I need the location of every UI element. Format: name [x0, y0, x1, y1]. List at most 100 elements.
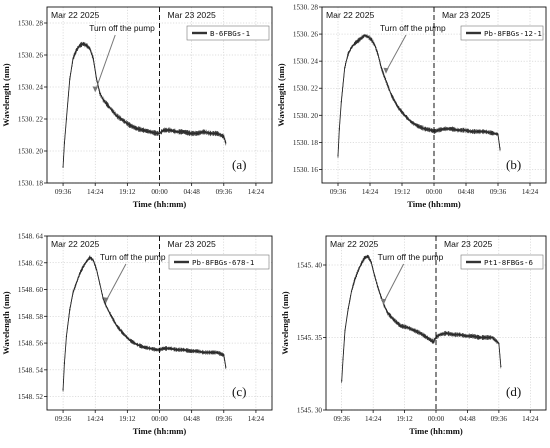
- date-label-start: Mar 22 2025: [51, 239, 99, 249]
- data-point: [360, 262, 362, 265]
- panel-label: (b): [506, 157, 521, 172]
- data-point: [69, 309, 71, 311]
- data-point: [357, 40, 359, 42]
- data-point: [500, 365, 502, 368]
- y-tick-label: 1548. 56: [18, 340, 44, 348]
- x-tick-label: 09:36: [490, 188, 507, 196]
- x-tick-label: 04:48: [458, 188, 475, 196]
- x-tick-label: 00:00: [428, 415, 445, 423]
- data-point: [149, 347, 151, 350]
- data-point: [223, 354, 225, 356]
- data-point: [386, 312, 389, 314]
- y-tick-label: 1548. 64: [18, 233, 44, 241]
- data-point: [374, 44, 376, 46]
- data-point: [478, 336, 480, 339]
- data-point: [347, 53, 349, 55]
- x-axis-title: Time (hh:mm): [133, 426, 187, 436]
- data-point: [452, 334, 454, 336]
- x-tick-label: 19:12: [394, 188, 411, 196]
- data-point: [142, 346, 145, 348]
- data-point: [354, 42, 356, 45]
- data-point: [370, 38, 372, 41]
- data-point: [129, 124, 131, 126]
- date-label-start: Mar 22 2025: [326, 10, 374, 20]
- data-point: [457, 129, 459, 131]
- data-point: [89, 48, 91, 50]
- data-point: [485, 336, 487, 339]
- data-point: [499, 148, 501, 150]
- x-tick-label: 04:48: [183, 188, 200, 196]
- data-point: [347, 307, 349, 310]
- data-point: [209, 351, 211, 354]
- data-point: [445, 332, 448, 334]
- y-tick-label: 1548. 52: [18, 393, 44, 401]
- date-label-start: Mar 22 2025: [51, 10, 99, 20]
- data-point: [85, 44, 88, 47]
- legend-label: B-6FBGs-1: [210, 29, 250, 38]
- data-point: [196, 350, 198, 352]
- data-point: [225, 142, 227, 144]
- annotation-text: Turn off the pump: [380, 23, 446, 33]
- y-tick-label: 1530. 28: [293, 4, 319, 12]
- data-point: [79, 272, 81, 275]
- date-label-end: Mar 23 2025: [442, 10, 490, 20]
- data-point: [444, 128, 446, 130]
- y-tick-label: 1530. 24: [18, 84, 44, 92]
- data-point: [169, 129, 171, 131]
- data-point: [338, 128, 340, 130]
- data-point: [497, 133, 499, 135]
- data-point: [406, 326, 408, 328]
- y-tick-label: 1545. 40: [297, 262, 323, 270]
- y-tick-label: 1530. 20: [293, 112, 319, 120]
- data-point: [470, 130, 472, 133]
- data-point: [102, 298, 104, 300]
- data-point: [357, 270, 359, 272]
- series-line: [62, 43, 227, 168]
- y-tick-label: 1530. 18: [18, 180, 44, 188]
- data-point: [223, 136, 225, 138]
- series-band: [337, 34, 501, 158]
- data-point: [360, 37, 362, 39]
- data-point: [435, 336, 437, 339]
- data-point: [63, 362, 66, 364]
- x-axis-title: Time (hh:mm): [407, 199, 461, 209]
- annotation-arrowhead: [103, 297, 109, 304]
- data-point: [400, 325, 402, 327]
- data-point: [136, 128, 138, 130]
- chart-panel: 09:36 14:24 19:12 00:00 04:48 09:36 14:24 1548.…: [1, 233, 273, 436]
- data-point: [63, 142, 66, 144]
- data-point: [424, 128, 426, 130]
- chart-panel: 09:36 14:24 19:12 00:00 04:48 09:36 14:24 1530.…: [276, 4, 547, 209]
- data-point: [203, 131, 205, 133]
- data-point: [156, 132, 158, 134]
- data-point: [430, 129, 432, 131]
- x-tick-label: 09:36: [216, 415, 233, 423]
- annotation-arrowhead: [92, 86, 98, 93]
- series-line: [341, 255, 502, 382]
- date-label-start: Mar 22 2025: [330, 239, 378, 249]
- y-axis-title: Wavelength (nm): [1, 63, 11, 126]
- data-point: [82, 266, 84, 268]
- data-point: [370, 261, 372, 263]
- data-point: [373, 274, 376, 276]
- data-point: [189, 132, 191, 134]
- data-point: [437, 129, 439, 131]
- legend-box: [168, 254, 270, 270]
- y-tick-label: 1530. 28: [18, 20, 44, 28]
- x-tick-label: 14:24: [87, 188, 104, 196]
- data-point: [75, 49, 78, 51]
- data-point: [350, 47, 352, 49]
- data-point: [196, 132, 198, 134]
- data-point: [413, 329, 415, 331]
- y-tick-label: 1545. 35: [297, 334, 323, 342]
- data-point: [89, 256, 91, 259]
- legend-box: [460, 254, 544, 270]
- x-tick-label: 14:24: [248, 188, 265, 196]
- x-tick-label: 09:36: [55, 415, 72, 423]
- legend-label: Pb-8FBGs-12-1: [484, 29, 542, 38]
- data-point: [122, 333, 124, 335]
- series-band: [62, 41, 227, 169]
- data-point: [116, 325, 118, 327]
- y-tick-label: 1530. 26: [293, 31, 319, 39]
- x-tick-label: 19:12: [119, 188, 136, 196]
